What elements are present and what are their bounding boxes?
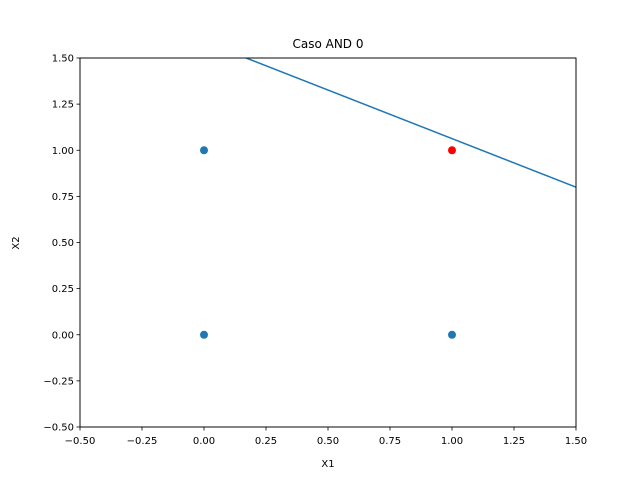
plot-spines xyxy=(79,57,577,428)
data-point xyxy=(448,330,456,339)
x-tick-label: −0.50 xyxy=(65,436,96,447)
decision-line-layer xyxy=(245,58,576,188)
y-tick-label: 1.25 xyxy=(52,100,74,111)
y-tick-label: −0.50 xyxy=(43,423,74,434)
x-tick-label: 1.50 xyxy=(565,436,587,447)
data-point xyxy=(200,330,208,339)
x-axis-label: X1 xyxy=(321,459,334,470)
y-tick-label: 0.75 xyxy=(52,192,74,203)
x-tick-label: 1.25 xyxy=(503,436,525,447)
y-tick-label: 0.50 xyxy=(52,238,74,249)
y-tick-label: −0.25 xyxy=(43,376,74,387)
x-tick-label: 0.75 xyxy=(379,436,401,447)
chart-title: Caso AND 0 xyxy=(292,37,363,51)
decision-line xyxy=(245,58,576,188)
y-tick-label: 0.00 xyxy=(52,330,74,341)
x-axis: −0.50 −0.25 0.00 0.25 0.50 0.75 1.00 1.25 1.50 xyxy=(65,427,587,447)
y-axis-label: X2 xyxy=(11,236,22,249)
data-point xyxy=(200,146,208,155)
y-tick-label: 1.00 xyxy=(52,146,74,157)
plot-area xyxy=(79,57,577,428)
data-point xyxy=(448,146,456,155)
x-tick-label: −0.25 xyxy=(127,436,158,447)
x-tick-label: 0.25 xyxy=(255,436,277,447)
x-tick-label: 0.00 xyxy=(193,436,215,447)
x-tick-label: 1.00 xyxy=(441,436,463,447)
y-tick-label: 1.50 xyxy=(52,54,74,65)
points-layer xyxy=(200,146,456,339)
x-tick-label: 0.50 xyxy=(317,436,339,447)
y-axis: −0.50 −0.25 0.00 0.25 0.50 0.75 1.00 1.25 1.50 xyxy=(43,54,80,434)
y-tick-label: 0.25 xyxy=(52,284,74,295)
plot-frame xyxy=(79,57,577,428)
